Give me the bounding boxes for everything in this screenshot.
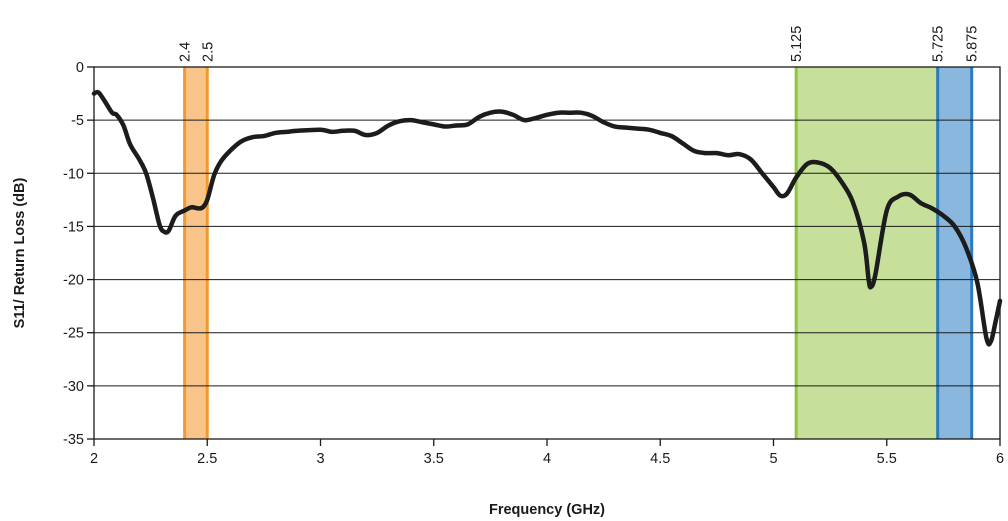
x-tick-label: 3.5 [424, 451, 444, 467]
y-tick-label: -25 [63, 326, 84, 342]
y-tick-label: -10 [63, 166, 84, 182]
band-boundary-label: 5.875 [965, 26, 981, 62]
band-boundary-label: 5.725 [931, 26, 947, 62]
horizontal-gridlines [94, 119, 1000, 387]
y-axis-title: S11/ Return Loss (dB) [12, 178, 28, 329]
band-0-fill [184, 67, 208, 439]
frequency-bands [183, 67, 974, 439]
band-boundary-label: 5.125 [789, 26, 805, 62]
band-boundary-label: 2.5 [200, 42, 216, 62]
x-tick-label: 6 [996, 451, 1004, 467]
x-tick-label: 3 [316, 451, 324, 467]
series-line-s11 [91, 89, 1003, 347]
x-tick-label: 4 [543, 451, 551, 467]
y-tick-label: -15 [63, 219, 84, 235]
y-tick-label: -20 [63, 273, 84, 289]
y-tick-label: -30 [63, 379, 84, 395]
x-tick-label: 4.5 [650, 451, 670, 467]
x-tick-label: 2.5 [197, 451, 217, 467]
x-axis-title: Frequency (GHz) [489, 502, 605, 518]
x-tick-label: 5 [769, 451, 777, 467]
x-tick-label: 5.5 [877, 451, 897, 467]
y-tick-label: 0 [76, 60, 84, 76]
y-tick-label: -35 [63, 432, 84, 448]
axis-labels: 2.4 2.5 5.125 5.725 5.875 0 -5 -10 -15 -20 -25 -30 -… [63, 26, 1004, 467]
x-tick-label: 2 [90, 451, 98, 467]
series-layer [91, 89, 1003, 347]
y-tick-label: -5 [71, 113, 84, 129]
axis-ticks [87, 66, 1001, 446]
band-boundary-label: 2.4 [178, 42, 194, 62]
